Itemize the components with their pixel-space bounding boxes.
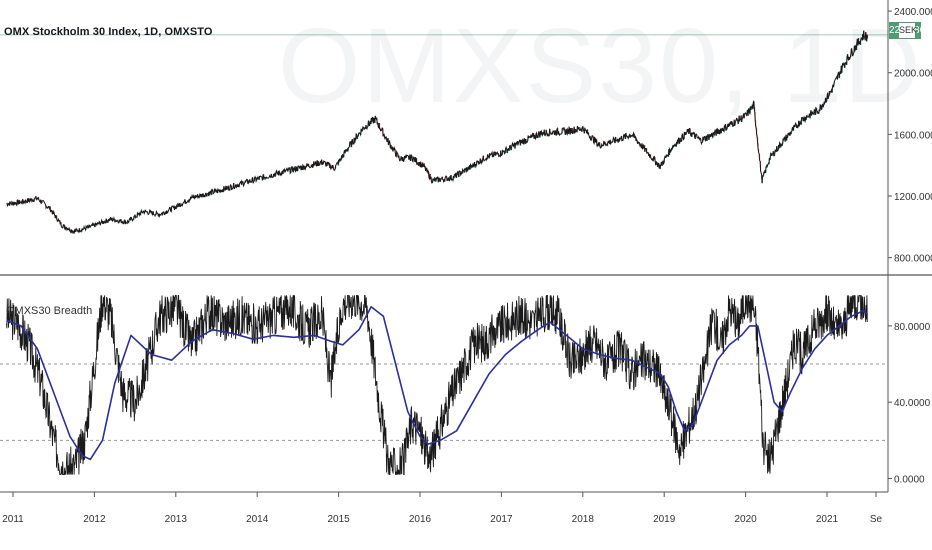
price-axis-label: 1200.0000 (894, 192, 932, 203)
currency-code[interactable]: SEK (899, 23, 917, 38)
breadth-series-line (6, 294, 868, 476)
time-axis-label: 2014 (246, 514, 269, 525)
time-axis-label: 2017 (490, 514, 513, 525)
time-axis-label: 2015 (327, 514, 350, 525)
price-series-line (6, 30, 868, 234)
time-axis-label: 2020 (734, 514, 757, 525)
symbol-watermark: OMXS30, 1D (278, 7, 923, 125)
price-pane (0, 30, 888, 234)
breadth-pane (0, 294, 888, 476)
price-axis-label: 800.0000 (894, 254, 932, 265)
price-axis-label: 2400.0000 (894, 7, 932, 18)
price-axis-label: 2000.0000 (894, 69, 932, 80)
breadth-axis-label: 0.0000 (894, 474, 925, 485)
time-axis-label: 2013 (165, 514, 188, 525)
time-axis-label: 2012 (83, 514, 106, 525)
indicator-title[interactable]: OMXS30 Breadth (6, 305, 93, 317)
time-axis-label: 2011 (2, 514, 24, 525)
symbol-title[interactable]: OMX Stockholm 30 Index, 1D, OMXSTO (4, 26, 213, 38)
breadth-ma-line (6, 306, 869, 461)
time-axis-label: 2016 (409, 514, 432, 525)
breadth-axis-label: 80.0000 (894, 322, 931, 333)
time-axis-label: 2018 (572, 514, 595, 525)
axis-layer: 800.0000 1200.0000 1600.0000 2000.0000 2400.… (2, 7, 932, 525)
time-axis-label: 2021 (816, 514, 839, 525)
breadth-axis-label: 40.0000 (894, 398, 931, 409)
price-axis-label: 1600.0000 (894, 130, 932, 141)
time-axis-label: Se (870, 514, 883, 525)
last-price-badge: 2245.86 SEK (889, 22, 925, 39)
time-axis-label: 2019 (653, 514, 676, 525)
